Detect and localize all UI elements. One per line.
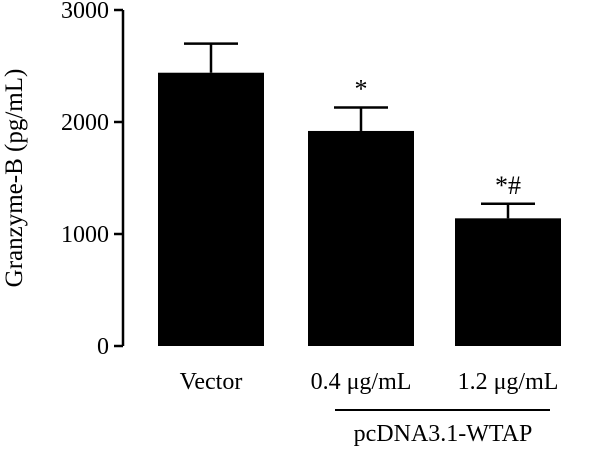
significance-marks: * *# bbox=[355, 74, 522, 199]
group-label: pcDNA3.1-WTAP bbox=[354, 421, 533, 447]
x-tick-labels: Vector 0.4 μg/mL 1.2 μg/mL bbox=[180, 369, 559, 395]
x-tick-label: Vector bbox=[180, 369, 243, 395]
y-tick-label: 0 bbox=[97, 334, 109, 360]
error-bars bbox=[184, 42, 535, 219]
bar bbox=[158, 72, 264, 346]
bar bbox=[455, 218, 561, 346]
y-tick-label: 3000 bbox=[61, 0, 109, 24]
x-tick-label: 0.4 μg/mL bbox=[311, 369, 412, 395]
significance-mark: *# bbox=[495, 171, 521, 200]
y-tick-label: 1000 bbox=[61, 222, 109, 248]
y-axis-label: Granzyme-B (pg/mL) bbox=[1, 69, 28, 288]
y-ticks: 0 1000 2000 3000 bbox=[61, 0, 123, 360]
bar bbox=[308, 130, 414, 346]
x-tick-label: 1.2 μg/mL bbox=[458, 369, 559, 395]
bars bbox=[158, 72, 561, 346]
y-tick-label: 2000 bbox=[61, 110, 109, 136]
significance-mark: * bbox=[355, 74, 368, 103]
